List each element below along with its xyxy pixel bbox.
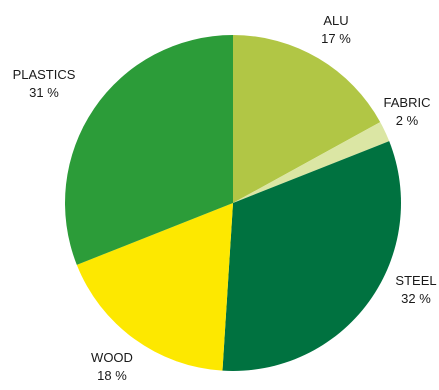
pie-labels: ALU 17 % FABRIC 2 % STEEL 32 % WOOD 18 % PLASTIC… [13,13,437,383]
slice-label-steel: STEEL [395,273,436,288]
slice-value-wood: 18 % [97,368,127,383]
slice-label-plastics: PLASTICS [13,67,76,82]
slice-value-steel: 32 % [401,291,431,306]
slice-label-alu: ALU [323,13,348,28]
pie-slice-wood [76,203,233,371]
pie-slice-fabric [233,122,390,203]
slice-label-wood: WOOD [91,350,133,365]
pie-slice-plastics [65,35,234,265]
pie-slice-steel [222,141,401,372]
pie-slice-alu [233,35,381,203]
slice-value-alu: 17 % [321,31,351,46]
pie-slices [65,35,401,372]
slice-value-plastics: 31 % [29,85,59,100]
slice-value-fabric: 2 % [396,113,419,128]
slice-label-fabric: FABRIC [384,95,431,110]
